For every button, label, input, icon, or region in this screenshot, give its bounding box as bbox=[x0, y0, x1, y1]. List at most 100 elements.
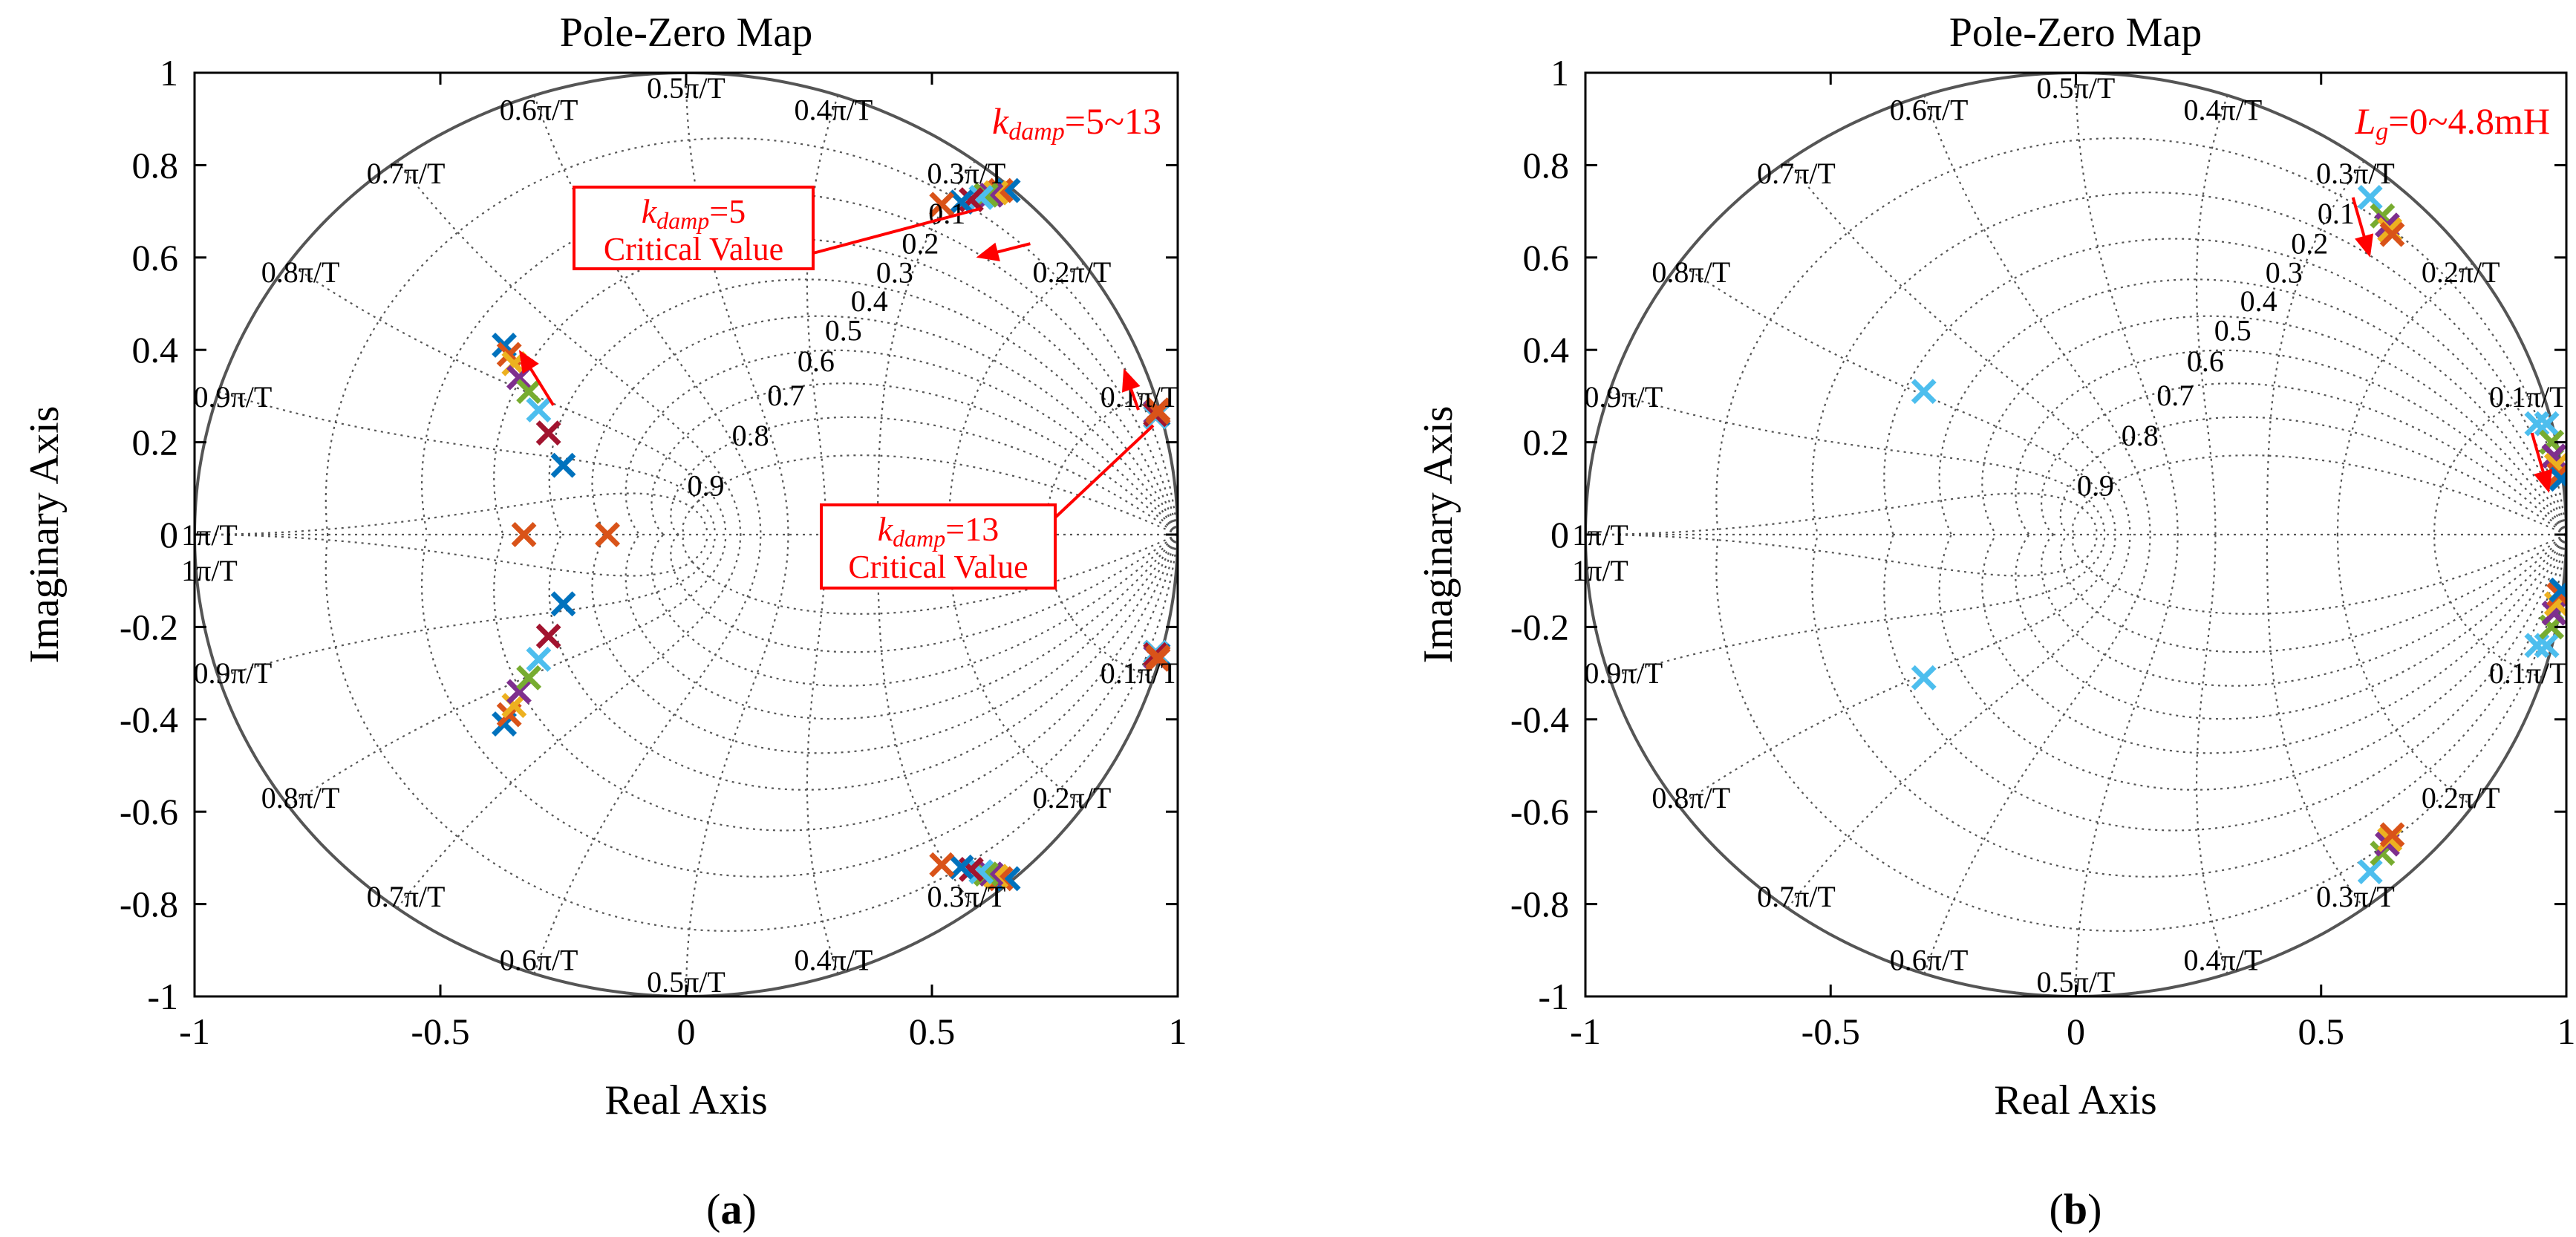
frequency-curve bbox=[806, 95, 839, 535]
frequency-curve bbox=[2266, 534, 2365, 909]
pole-marker bbox=[550, 452, 576, 478]
damping-label: 0.9 bbox=[2077, 469, 2114, 503]
chart-title: Pole-Zero Map bbox=[1949, 10, 2202, 56]
frequency-curve bbox=[533, 95, 762, 535]
frequency-curve bbox=[1678, 262, 2117, 535]
damping-label: 0.8 bbox=[732, 419, 769, 452]
y-tick-label: -0.4 bbox=[1510, 699, 1569, 740]
callout-title: kdamp=5 bbox=[642, 192, 746, 234]
frequency-label: 0.2π/T bbox=[2422, 781, 2500, 815]
y-axis-label: Imaginary Axis bbox=[22, 406, 68, 664]
frequency-label: 1π/T bbox=[181, 554, 238, 587]
pole-marker bbox=[2357, 859, 2383, 885]
pole-marker bbox=[516, 665, 542, 691]
parameter-range-label: Lg=0~4.8mH bbox=[2354, 100, 2550, 146]
x-tick-label: 1 bbox=[2557, 1011, 2576, 1052]
frequency-label: 0.9π/T bbox=[1584, 380, 1663, 414]
damping-label: 0.4 bbox=[2240, 284, 2277, 318]
frequency-curve bbox=[2196, 534, 2228, 974]
x-tick-label: -1 bbox=[179, 1011, 210, 1052]
damping-label: 0.3 bbox=[2266, 256, 2303, 290]
frequency-curve bbox=[2196, 95, 2228, 535]
frequency-curve bbox=[2336, 534, 2474, 807]
frequency-label: 1π/T bbox=[181, 518, 238, 552]
x-axis-label: Real Axis bbox=[604, 1077, 767, 1123]
x-tick-label: 0.5 bbox=[2298, 1011, 2345, 1052]
unit-circle bbox=[195, 73, 1178, 996]
trend-arrowhead bbox=[976, 242, 1000, 261]
frequency-label: 0.8π/T bbox=[261, 781, 340, 815]
damping-curve bbox=[591, 315, 1178, 535]
damping-curve bbox=[2015, 534, 2566, 720]
damping-curve bbox=[1981, 534, 2566, 754]
damping-curve bbox=[1811, 192, 2566, 535]
damping-curve bbox=[2072, 533, 2566, 615]
y-tick-label: -0.2 bbox=[120, 606, 178, 647]
axis-ticks: -1 -0.5 0 0.5 1-1-0.8-0.6-0.4-0.200.20.40.60… bbox=[1510, 52, 2576, 1052]
damping-label: 0.6 bbox=[2187, 345, 2224, 378]
pole-markers bbox=[492, 177, 1171, 892]
frequency-label: 0.6π/T bbox=[1890, 94, 1969, 127]
frequency-curve bbox=[1044, 534, 1154, 679]
frequency-label: 0.4π/T bbox=[2184, 94, 2263, 127]
damping-curve bbox=[421, 534, 1178, 878]
trend-arrowhead bbox=[518, 350, 539, 374]
damping-curve bbox=[625, 534, 1178, 720]
frequency-label: 0.8π/T bbox=[1651, 255, 1730, 289]
pole-marker bbox=[2524, 411, 2550, 437]
frequency-curve bbox=[2266, 160, 2365, 535]
frequency-label: 0.4π/T bbox=[795, 944, 873, 977]
frequency-label: 0.6π/T bbox=[500, 944, 578, 977]
frequency-label: 0.7π/T bbox=[367, 157, 446, 190]
pole-marker bbox=[2549, 466, 2566, 492]
trend-arrow bbox=[526, 362, 555, 406]
damping-curve bbox=[1981, 315, 2566, 535]
callout-caption: Critical Value bbox=[604, 231, 783, 267]
frequency-curve bbox=[1608, 391, 2106, 535]
x-tick-label: 1 bbox=[1169, 1011, 1187, 1052]
damping-curve bbox=[1715, 534, 2566, 932]
damping-curve bbox=[625, 349, 1178, 535]
damping-curve bbox=[1715, 137, 2566, 535]
pole-marker bbox=[1145, 397, 1171, 423]
frequency-curve bbox=[397, 534, 742, 909]
frequency-label: 0.8π/T bbox=[1651, 781, 1730, 815]
trend-arrow bbox=[2351, 197, 2367, 244]
frequency-curve bbox=[1585, 492, 2099, 536]
pole-marker bbox=[595, 522, 621, 547]
frequency-curve bbox=[218, 534, 717, 679]
pole-marker bbox=[511, 522, 537, 547]
pole-marker bbox=[506, 679, 532, 705]
zgrid bbox=[195, 73, 1178, 996]
annotations: 0.1π/T0.2π/T0.3π/T0.4π/T0.5π/T0.6π/T0.7π… bbox=[1572, 71, 2567, 999]
callout-box bbox=[573, 186, 815, 270]
unit-circle bbox=[1585, 73, 2566, 996]
damping-label: 0.9 bbox=[688, 469, 725, 503]
damping-label: 0.6 bbox=[798, 345, 835, 378]
frequency-label: 0.3π/T bbox=[2316, 157, 2395, 190]
frequency-curve bbox=[1044, 391, 1154, 535]
callout-leader bbox=[1054, 424, 1155, 519]
frequency-label: 0.9π/T bbox=[1584, 656, 1663, 690]
x-tick-label: -0.5 bbox=[1801, 1011, 1860, 1052]
damping-label: 0.8 bbox=[2122, 419, 2159, 452]
pole-markers bbox=[1911, 184, 2566, 885]
frequency-label: 0.9π/T bbox=[194, 656, 273, 690]
callout-caption: Critical Value bbox=[848, 549, 1028, 585]
pole-marker bbox=[2379, 221, 2405, 247]
frequency-label: 1π/T bbox=[1572, 554, 1628, 587]
frequency-curve bbox=[948, 262, 1085, 535]
y-tick-label: -0.8 bbox=[1510, 884, 1569, 925]
frequency-label: 0.2π/T bbox=[1033, 255, 1112, 289]
frequency-curve bbox=[2336, 262, 2474, 535]
x-tick-label: -1 bbox=[1570, 1011, 1601, 1052]
chart-title: Pole-Zero Map bbox=[560, 10, 813, 56]
frequency-curve bbox=[397, 160, 742, 535]
pole-marker bbox=[526, 397, 552, 423]
frequency-curve bbox=[1608, 534, 2106, 679]
pole-marker bbox=[535, 420, 561, 446]
callout-title: kdamp=13 bbox=[878, 510, 999, 552]
frequency-curve bbox=[287, 262, 727, 535]
y-tick-label: -0.4 bbox=[120, 699, 178, 740]
damping-curve bbox=[1938, 534, 2566, 791]
